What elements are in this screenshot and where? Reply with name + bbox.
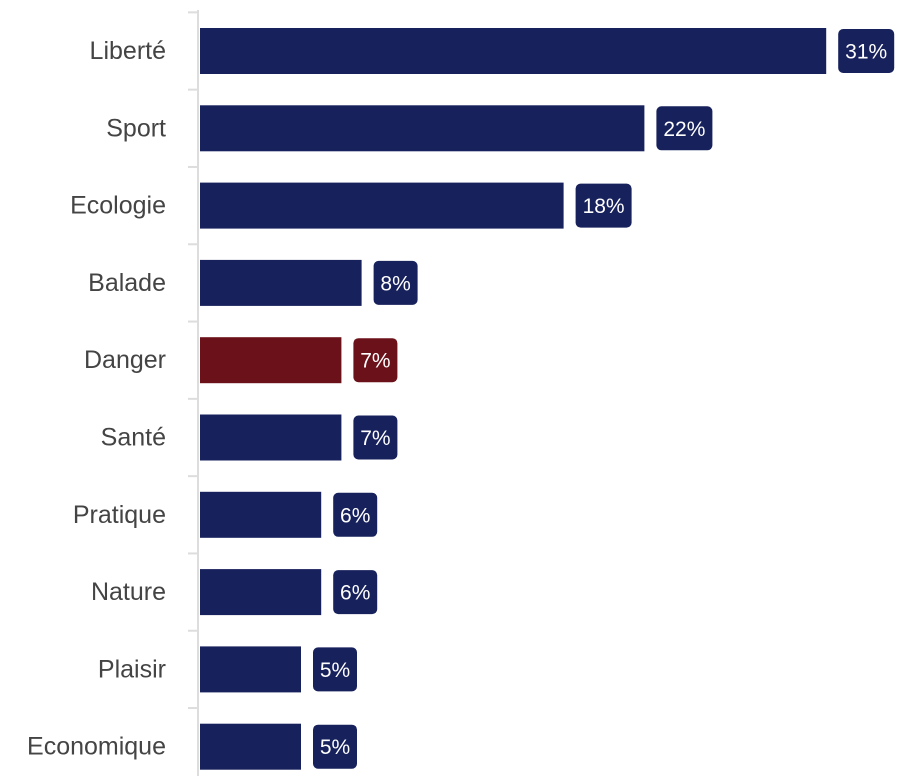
value-label: 22% xyxy=(663,118,705,141)
bar xyxy=(200,414,342,461)
category-label: Ecologie xyxy=(70,192,166,220)
bar xyxy=(200,491,322,538)
value-label: 7% xyxy=(360,427,390,450)
bar xyxy=(200,723,301,770)
value-label-box xyxy=(353,415,398,460)
value-label: 18% xyxy=(583,195,625,218)
value-label-box xyxy=(333,492,378,537)
value-label: 31% xyxy=(845,41,887,64)
value-label-box xyxy=(353,338,398,383)
value-label-box xyxy=(656,106,713,151)
category-label: Plaisir xyxy=(98,655,166,683)
category-label: Liberté xyxy=(90,37,166,65)
value-label-box xyxy=(373,260,418,305)
category-label: Pratique xyxy=(73,501,166,529)
bars-layer: 31% 22% 18% 8% 7% 7% 6% 6% 5% 5% xyxy=(200,28,895,770)
category-label: Economique xyxy=(27,733,166,761)
axis-layer: Liberté Sport Ecologie Balade Danger Santé Pra… xyxy=(27,10,199,776)
category-label: Balade xyxy=(88,269,166,297)
value-label: 5% xyxy=(320,736,350,759)
value-label-box xyxy=(838,29,895,73)
value-label-box xyxy=(575,183,632,228)
bar xyxy=(200,569,322,616)
category-label: Nature xyxy=(91,578,166,606)
value-label: 6% xyxy=(340,582,370,605)
category-label: Danger xyxy=(84,346,166,374)
bar xyxy=(200,105,645,152)
category-label: Sport xyxy=(106,114,166,142)
category-label: Santé xyxy=(101,424,166,452)
value-label: 7% xyxy=(360,350,390,373)
value-label: 5% xyxy=(320,659,350,682)
value-label-box xyxy=(333,570,378,615)
bar xyxy=(200,646,301,693)
value-label-box xyxy=(313,647,357,692)
bar xyxy=(200,28,827,74)
bar xyxy=(200,259,362,306)
bar xyxy=(200,182,564,229)
value-label: 6% xyxy=(340,504,370,527)
value-label: 8% xyxy=(380,272,410,295)
bar xyxy=(200,337,342,384)
value-label-box xyxy=(313,724,357,769)
